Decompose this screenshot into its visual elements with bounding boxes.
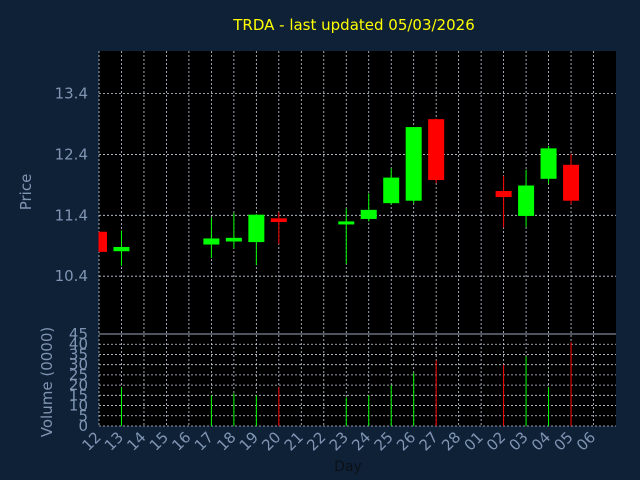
candle-body — [540, 148, 557, 179]
candle-body — [203, 238, 220, 245]
volume-tick-label: 45 — [69, 325, 88, 343]
volume-tick-label: 35 — [69, 345, 88, 363]
volume-tick-label: 5 — [78, 407, 88, 425]
price-tick-label: 12.4 — [55, 145, 88, 163]
volume-axis-label: Volume (0000) — [38, 327, 56, 437]
candlesticks — [98, 118, 580, 266]
candle-body — [113, 246, 130, 252]
candle-body — [360, 209, 377, 219]
price-tick-label: 11.4 — [55, 206, 88, 224]
x-tick-labels: 1213141516171819202122232425262728010203… — [78, 428, 599, 454]
volume-tick-label: 30 — [69, 356, 88, 374]
volume-bars — [120, 342, 572, 426]
chart-title: TRDA - last updated 05/03/2026 — [232, 16, 475, 34]
x-axis-label: Day — [334, 459, 362, 475]
price-tick-label: 13.4 — [55, 85, 88, 103]
volume-tick-label: 15 — [69, 386, 88, 404]
volume-tick-label: 20 — [69, 376, 88, 394]
candle-body — [99, 231, 107, 252]
price-tick-label: 10.4 — [55, 267, 88, 285]
volume-tick-label: 25 — [69, 366, 88, 384]
x-tick-label: 06 — [573, 428, 599, 454]
candle-body — [428, 119, 445, 181]
candle-body — [405, 127, 422, 201]
candle-body — [225, 237, 242, 242]
volume-tick-label: 0 — [78, 417, 88, 435]
volume-tick-label: 40 — [69, 335, 88, 353]
candle-body — [383, 177, 400, 204]
candle-body — [248, 214, 265, 243]
candle-body — [518, 185, 535, 216]
candle-body — [270, 218, 287, 223]
candle-body — [338, 221, 355, 225]
candle-body — [495, 190, 512, 198]
volume-tick-label: 10 — [69, 397, 88, 415]
volume-panel — [99, 334, 616, 426]
candle-body — [563, 164, 580, 201]
price-axis-label: Price — [17, 174, 35, 211]
